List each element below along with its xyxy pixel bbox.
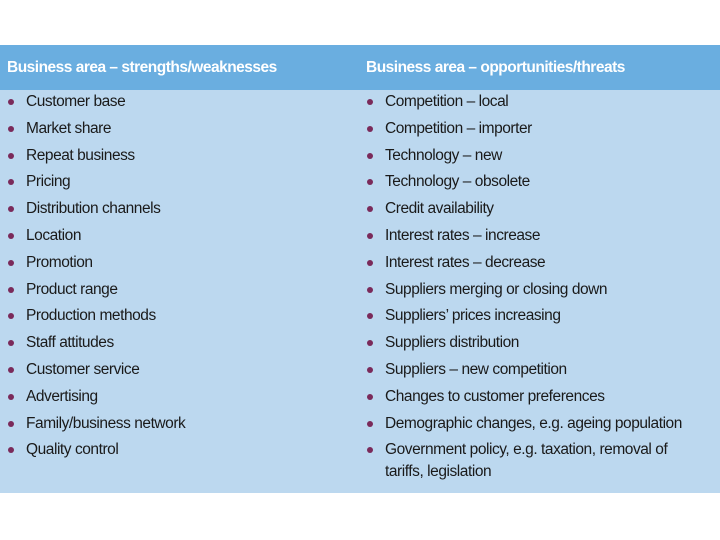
list-item: Demographic changes, e.g. ageing populat… bbox=[366, 413, 686, 435]
table: Business area – strengths/weaknesses Bus… bbox=[0, 45, 720, 493]
list-item: Competition – importer bbox=[366, 118, 686, 140]
list-item: Technology – obsolete bbox=[366, 171, 686, 193]
column-list: Competition – local Competition – importe… bbox=[366, 91, 686, 488]
list-item: Location bbox=[7, 225, 347, 247]
list-item: Advertising bbox=[7, 386, 347, 408]
list-item: Interest rates – increase bbox=[366, 225, 686, 247]
list-item: Technology – new bbox=[366, 145, 686, 167]
list-item: Promotion bbox=[7, 252, 347, 274]
list-item: Repeat business bbox=[7, 145, 347, 167]
column-heading: Business area – strengths/weaknesses bbox=[7, 59, 277, 76]
list-item: Credit availability bbox=[366, 198, 686, 220]
table-header: Business area – strengths/weaknesses Bus… bbox=[0, 45, 720, 90]
list-item: Competition – local bbox=[366, 91, 686, 113]
list-item: Product range bbox=[7, 279, 347, 301]
list-item: Staff attitudes bbox=[7, 332, 347, 354]
list-item: Interest rates – decrease bbox=[366, 252, 686, 274]
list-item: Distribution channels bbox=[7, 198, 347, 220]
column-list: Customer base Market share Repeat business… bbox=[7, 91, 347, 466]
list-item: Market share bbox=[7, 118, 347, 140]
list-item: Customer service bbox=[7, 359, 347, 381]
list-item: Customer base bbox=[7, 91, 347, 113]
list-item: Changes to customer preferences bbox=[366, 386, 686, 408]
column-heading: Business area – opportunities/threats bbox=[366, 59, 625, 76]
list-item: Suppliers’ prices increasing bbox=[366, 305, 686, 327]
list-item: Suppliers – new competition bbox=[366, 359, 686, 381]
list-item: Pricing bbox=[7, 171, 347, 193]
list-item: Quality control bbox=[7, 439, 347, 461]
list-item: Family/business network bbox=[7, 413, 347, 435]
list-item: Production methods bbox=[7, 305, 347, 327]
list-item: Government policy, e.g. taxation, remova… bbox=[366, 439, 686, 483]
list-item: Suppliers merging or closing down bbox=[366, 279, 686, 301]
list-item: Suppliers distribution bbox=[366, 332, 686, 354]
